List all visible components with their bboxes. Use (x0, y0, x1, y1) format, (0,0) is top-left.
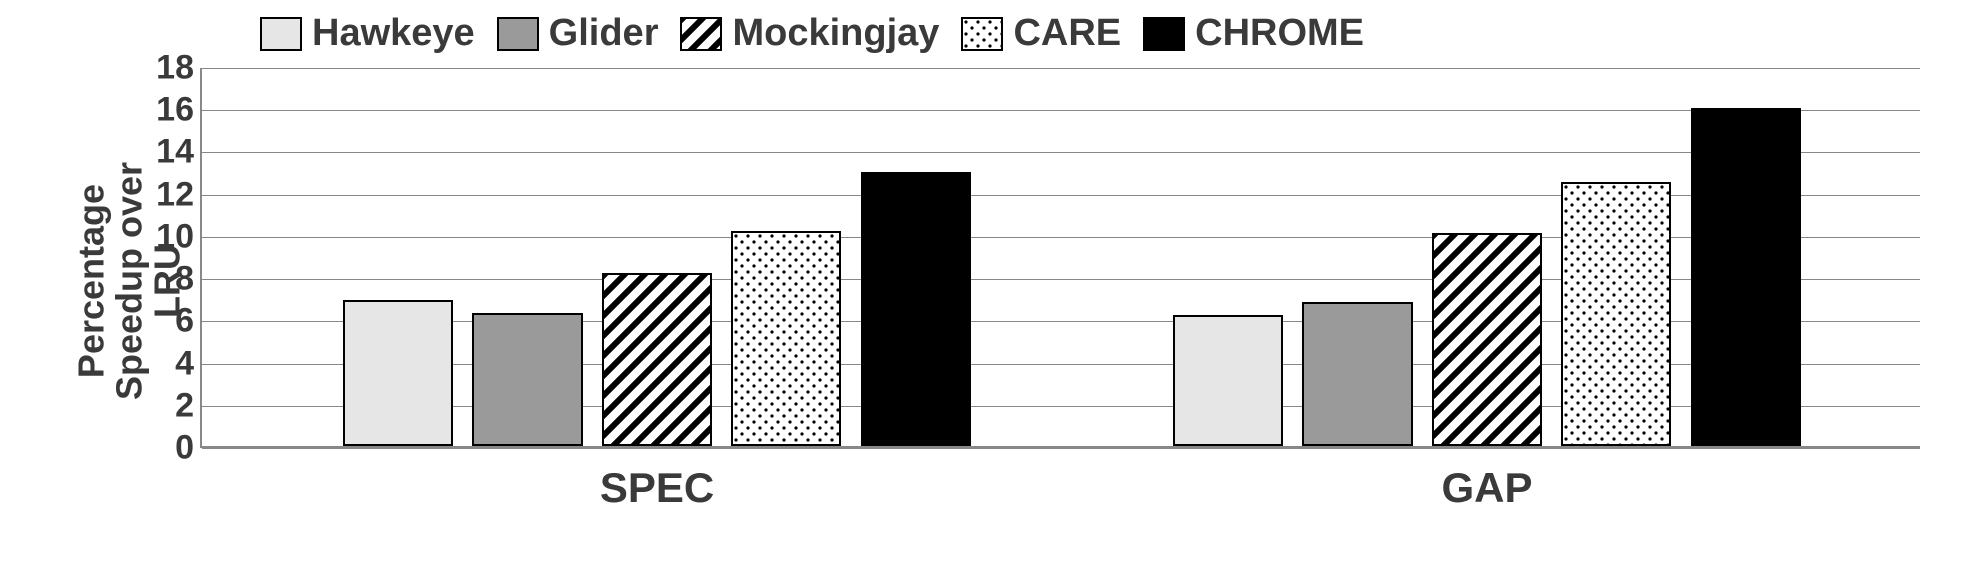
y-tick-label: 12 (156, 175, 202, 214)
legend-label: Glider (549, 12, 659, 55)
y-tick-label: 14 (156, 133, 202, 172)
y-tick-label: 10 (156, 217, 202, 256)
y-axis-label-line2: Speedup over (110, 162, 148, 400)
y-tick-label: 18 (156, 49, 202, 88)
legend-swatch (1143, 17, 1185, 51)
legend-item-mockingjay: Mockingjay (680, 12, 939, 55)
gridline (202, 68, 1920, 69)
bar-chrome-spec (861, 172, 971, 446)
legend-item-care: CARE (961, 12, 1121, 55)
legend-item-chrome: CHROME (1143, 12, 1364, 55)
x-category-label: GAP (1441, 446, 1532, 512)
gridline (202, 448, 1920, 449)
bar-chrome-gap (1691, 108, 1801, 446)
bar-care-spec (731, 231, 841, 446)
bar-glider-spec (472, 313, 582, 446)
y-tick-label: 6 (175, 302, 202, 341)
y-tick-label: 2 (175, 386, 202, 425)
y-tick-label: 16 (156, 91, 202, 130)
legend-swatch (680, 17, 722, 51)
bar-glider-gap (1302, 302, 1412, 446)
bar-mockingjay-gap (1432, 233, 1542, 446)
plot-area: 024681012141618SPECGAP (200, 68, 1920, 448)
legend-label: CHROME (1195, 12, 1364, 55)
legend-label: Hawkeye (312, 12, 475, 55)
gridline (202, 110, 1920, 111)
gridline (202, 152, 1920, 153)
bar-hawkeye-gap (1173, 315, 1283, 446)
legend-label: Mockingjay (732, 12, 939, 55)
legend-item-hawkeye: Hawkeye (260, 12, 475, 55)
x-category-label: SPEC (600, 446, 714, 512)
legend-swatch (497, 17, 539, 51)
y-tick-label: 0 (175, 429, 202, 468)
y-tick-label: 4 (175, 344, 202, 383)
chart-container: Percentage Speedup over LRU HawkeyeGlide… (0, 0, 1968, 562)
legend-swatch (260, 17, 302, 51)
y-tick-label: 8 (175, 260, 202, 299)
y-axis-label-line1: Percentage (70, 184, 111, 378)
legend-item-glider: Glider (497, 12, 659, 55)
bar-hawkeye-spec (343, 300, 453, 446)
legend-swatch (961, 17, 1003, 51)
legend-label: CARE (1013, 12, 1121, 55)
bar-care-gap (1561, 182, 1671, 446)
bar-mockingjay-spec (602, 273, 712, 446)
legend: Hawkeye Glider Mockingjay CARE CHROME (260, 12, 1364, 55)
